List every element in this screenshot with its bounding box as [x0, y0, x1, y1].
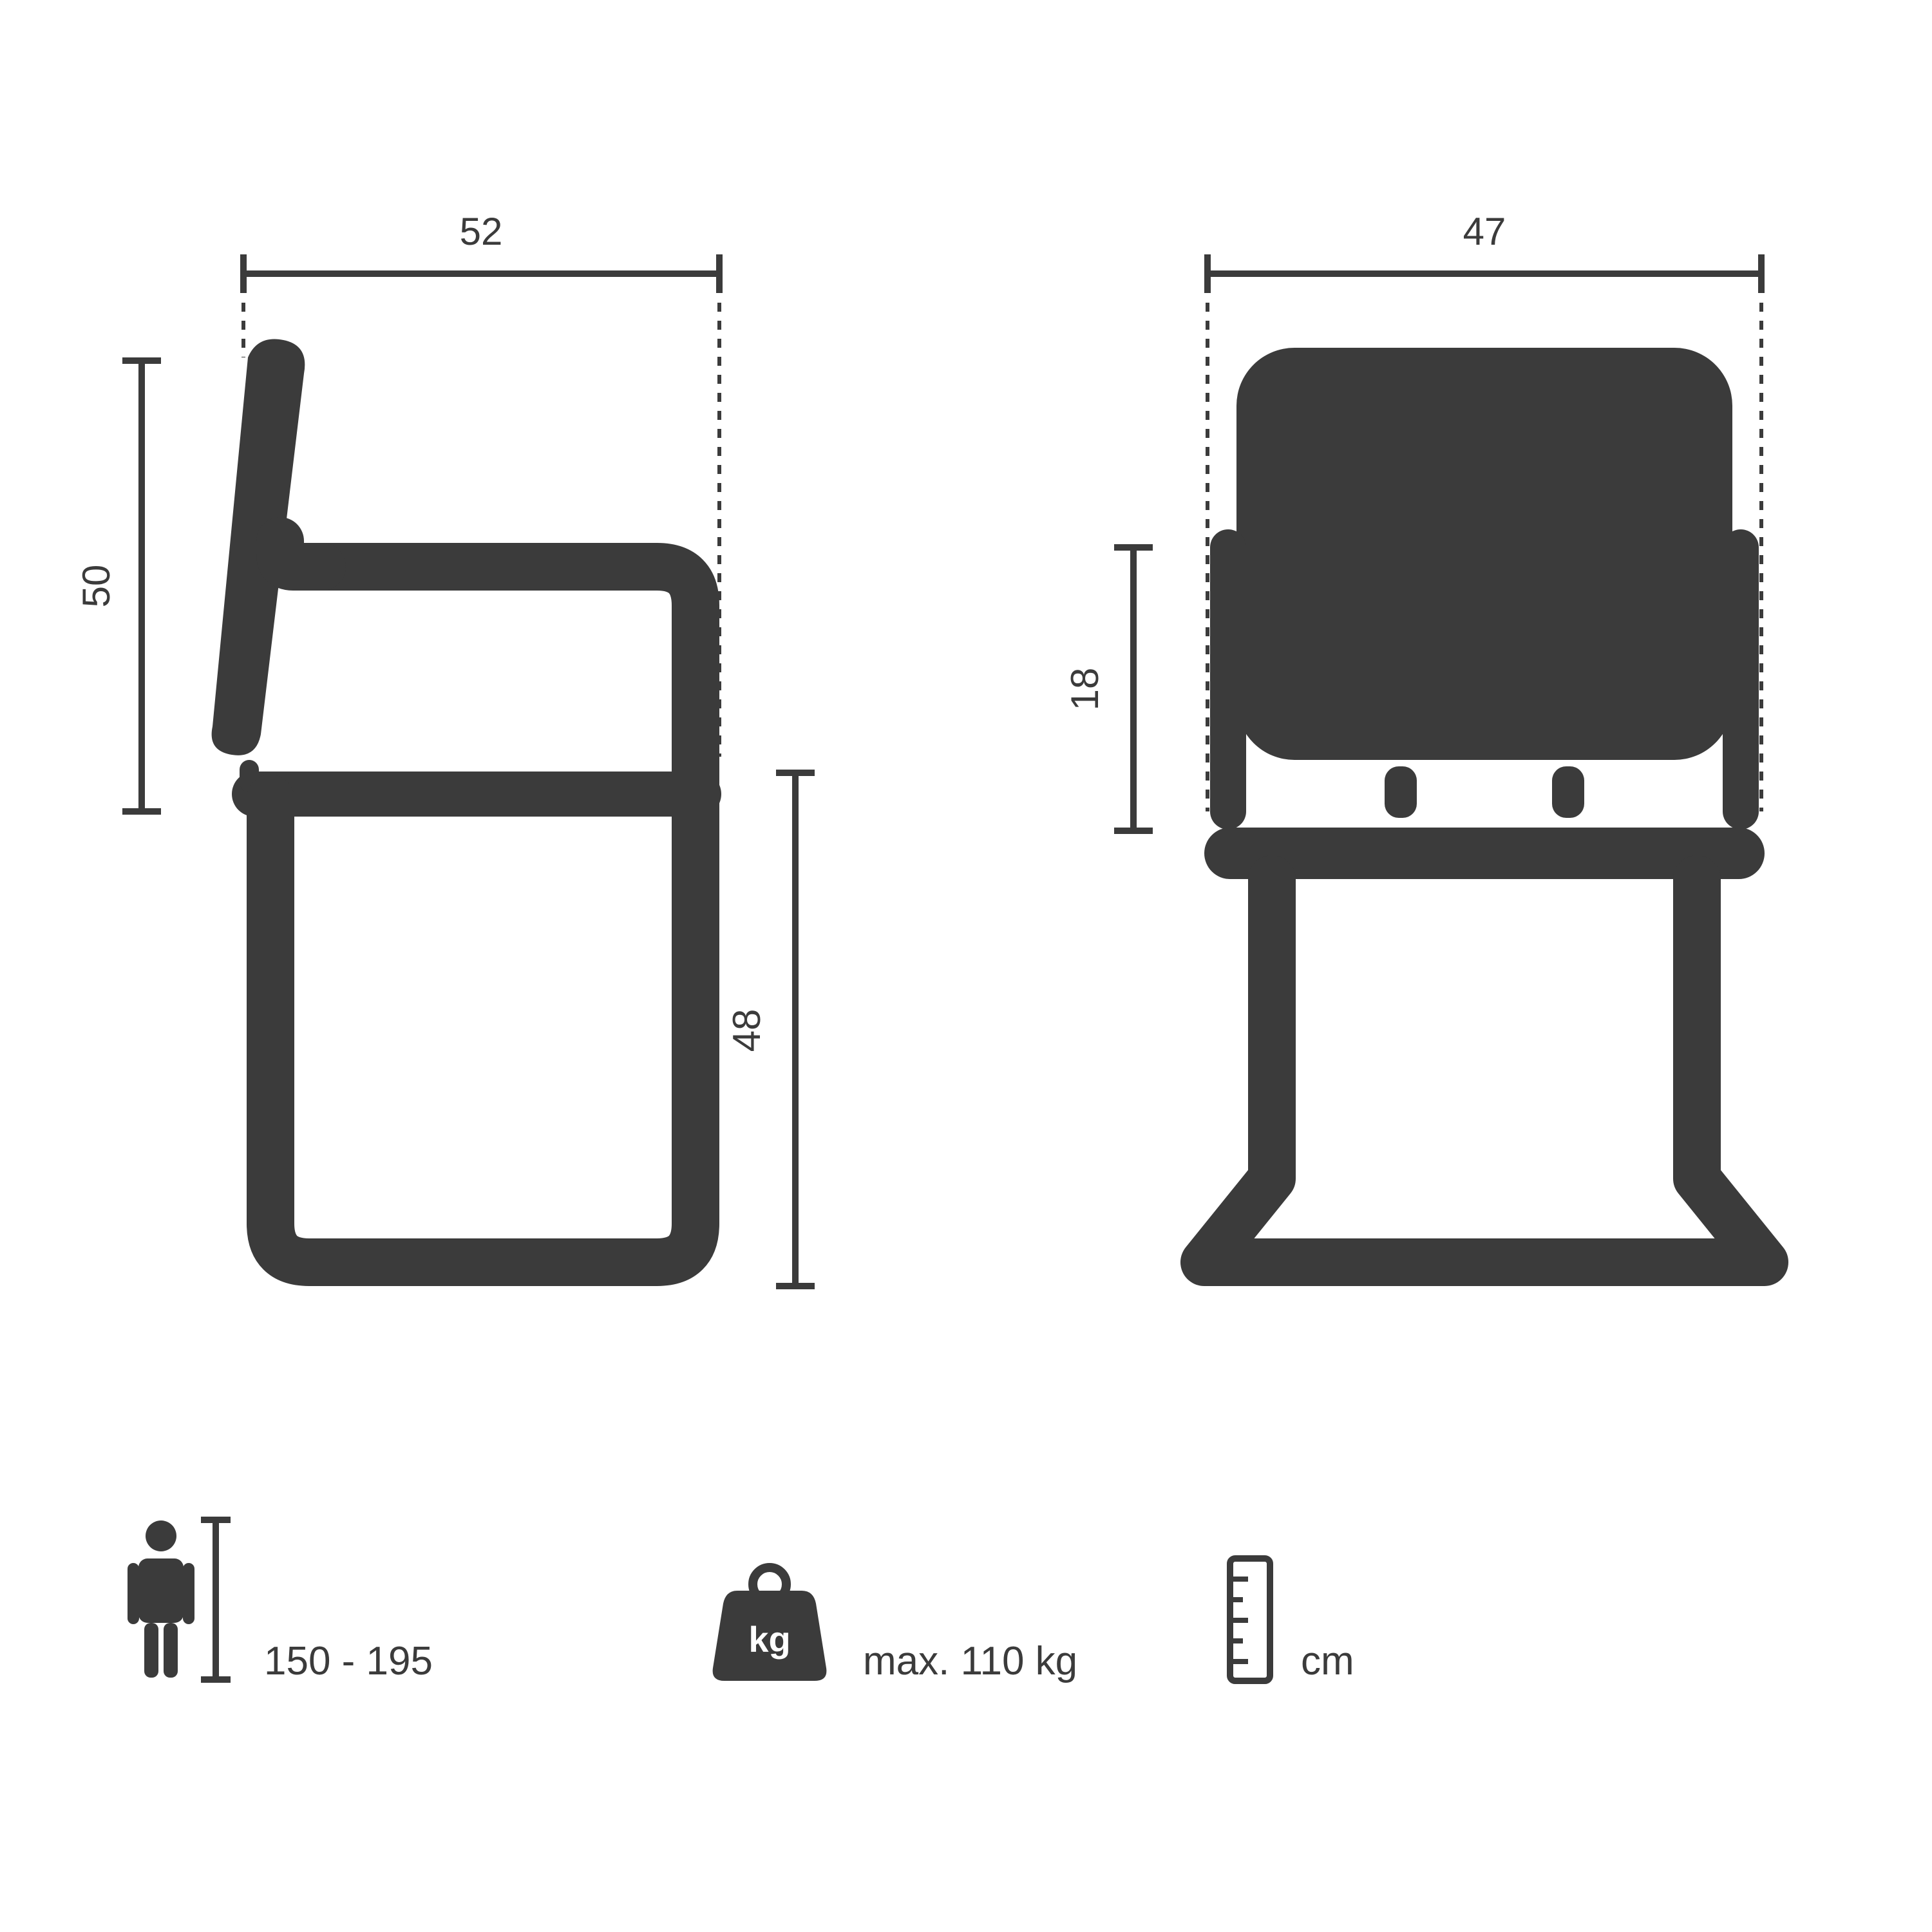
- ruler-icon: [1230, 1558, 1270, 1681]
- dim-side-back-height-label: 50: [75, 565, 118, 608]
- legend-max-weight: max. 110 kg: [863, 1639, 1077, 1683]
- weight-icon: kg: [713, 1567, 827, 1681]
- chair-side-view: [212, 339, 721, 1262]
- person-height-bracket: [201, 1520, 231, 1680]
- legend-height-range: 150 - 195: [264, 1639, 433, 1683]
- chair-dimension-diagram: 52 50 48 47: [0, 0, 1932, 1932]
- weight-icon-label: kg: [748, 1619, 790, 1660]
- dim-side-back-height: 50: [75, 361, 161, 811]
- chair-front-view: [1204, 348, 1765, 1262]
- dim-side-depth-label: 52: [460, 210, 503, 253]
- person-icon: [128, 1520, 194, 1678]
- dim-side-seat-height-label: 48: [725, 1009, 768, 1052]
- dim-side-seat-height: 48: [725, 773, 815, 1286]
- dim-front-arm-height: 18: [1063, 547, 1153, 831]
- legend: 150 - 195 kg max. 110 kg cm: [128, 1520, 1354, 1683]
- legend-unit: cm: [1301, 1639, 1354, 1683]
- dim-front-arm-height-label: 18: [1063, 668, 1106, 711]
- dim-front-width-label: 47: [1463, 210, 1506, 253]
- dim-side-depth: 52: [243, 210, 719, 757]
